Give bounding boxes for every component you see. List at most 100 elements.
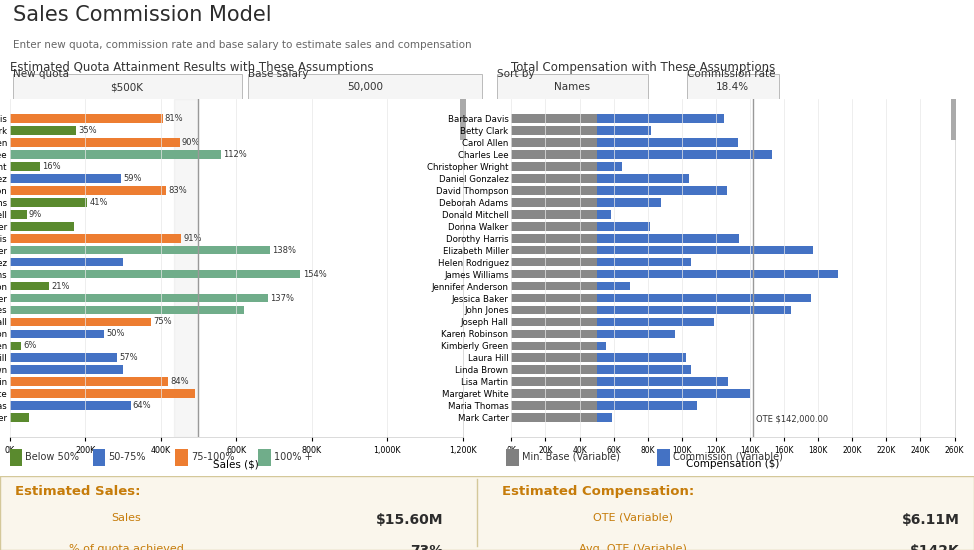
Bar [10, 354, 117, 362]
FancyBboxPatch shape [13, 74, 242, 99]
Bar [10, 162, 40, 171]
Text: OTE $142,000.00: OTE $142,000.00 [756, 415, 828, 424]
Bar [596, 329, 675, 338]
Bar [10, 114, 163, 123]
Bar [511, 258, 596, 266]
Bar [10, 329, 104, 338]
Bar [10, 246, 270, 255]
Text: 83%: 83% [169, 186, 187, 195]
Text: 6%: 6% [23, 342, 37, 350]
Text: 57%: 57% [120, 353, 138, 362]
Bar [511, 198, 596, 207]
Text: 137%: 137% [271, 294, 294, 302]
Text: Commission rate: Commission rate [687, 69, 775, 79]
X-axis label: Sales ($): Sales ($) [213, 459, 259, 470]
Bar [511, 365, 596, 374]
Bar [596, 402, 697, 410]
Text: $6.11M: $6.11M [902, 513, 959, 527]
FancyBboxPatch shape [460, 99, 466, 140]
Bar [511, 329, 596, 338]
Bar [596, 317, 714, 326]
Bar [596, 270, 838, 278]
Text: 59%: 59% [124, 174, 142, 183]
Text: Sales Commission Model: Sales Commission Model [13, 5, 272, 25]
Bar [596, 389, 750, 398]
Text: New quota: New quota [13, 69, 68, 79]
Bar [596, 138, 737, 147]
Bar [10, 306, 244, 314]
Text: Enter new quota, commission rate and base salary to estimate sales and compensat: Enter new quota, commission rate and bas… [13, 40, 471, 49]
Text: $142K: $142K [910, 544, 959, 550]
Bar [511, 234, 596, 243]
Text: $15.60M: $15.60M [376, 513, 443, 527]
Bar [511, 186, 596, 195]
Bar [10, 234, 181, 243]
Bar [511, 174, 596, 183]
Text: 154%: 154% [303, 270, 326, 279]
Text: 41%: 41% [90, 198, 108, 207]
Bar [596, 282, 629, 290]
Text: 75%: 75% [154, 317, 172, 327]
Text: Estimated Compensation:: Estimated Compensation: [502, 485, 693, 498]
FancyBboxPatch shape [0, 476, 974, 550]
Bar [511, 354, 596, 362]
Text: % of quota achieved: % of quota achieved [69, 544, 184, 550]
Bar [511, 138, 596, 147]
Bar [10, 126, 76, 135]
Text: 75-100%: 75-100% [191, 452, 235, 461]
FancyBboxPatch shape [258, 449, 271, 466]
Text: 16%: 16% [42, 162, 60, 171]
Bar [10, 389, 195, 398]
Bar [511, 306, 596, 314]
Bar [511, 246, 596, 255]
Text: 50,000: 50,000 [348, 82, 383, 92]
Bar [10, 282, 50, 290]
Bar [596, 306, 791, 314]
FancyBboxPatch shape [93, 449, 105, 466]
Bar [596, 342, 606, 350]
Text: 50-75%: 50-75% [108, 452, 146, 461]
Text: 18.4%: 18.4% [716, 82, 749, 92]
Bar [511, 389, 596, 398]
Text: Base salary: Base salary [248, 69, 309, 79]
Bar [596, 210, 611, 219]
Bar [511, 114, 596, 123]
Bar [596, 174, 689, 183]
Bar [511, 413, 596, 422]
Text: 21%: 21% [52, 282, 70, 290]
Text: Sort by: Sort by [497, 69, 535, 79]
Text: Below 50%: Below 50% [25, 452, 79, 461]
X-axis label: Compensation ($): Compensation ($) [687, 459, 779, 470]
Bar [10, 150, 221, 159]
Bar [10, 402, 131, 410]
Bar [511, 210, 596, 219]
Text: Sales: Sales [112, 513, 141, 523]
Bar [10, 198, 87, 207]
Bar [596, 246, 813, 255]
Text: 35%: 35% [78, 126, 96, 135]
Bar [596, 413, 613, 422]
Text: OTE (Variable): OTE (Variable) [593, 513, 673, 523]
Bar [10, 210, 26, 219]
Bar [511, 342, 596, 350]
Bar [596, 222, 650, 230]
Text: 84%: 84% [170, 377, 189, 386]
Bar [511, 294, 596, 302]
Bar [10, 222, 74, 230]
Bar [596, 354, 686, 362]
Bar [596, 377, 729, 386]
Bar [596, 150, 772, 159]
Text: 9%: 9% [29, 210, 42, 219]
Text: 81%: 81% [165, 114, 183, 123]
Bar [10, 413, 28, 422]
Bar [511, 282, 596, 290]
Text: 91%: 91% [184, 234, 203, 243]
Text: Total Compensation with These Assumptions: Total Compensation with These Assumption… [511, 61, 775, 74]
Text: 50%: 50% [106, 329, 125, 338]
Text: Names: Names [554, 82, 590, 92]
Bar [596, 294, 811, 302]
Bar [596, 258, 691, 266]
Bar [596, 126, 652, 135]
Bar [10, 294, 268, 302]
FancyBboxPatch shape [497, 74, 648, 99]
